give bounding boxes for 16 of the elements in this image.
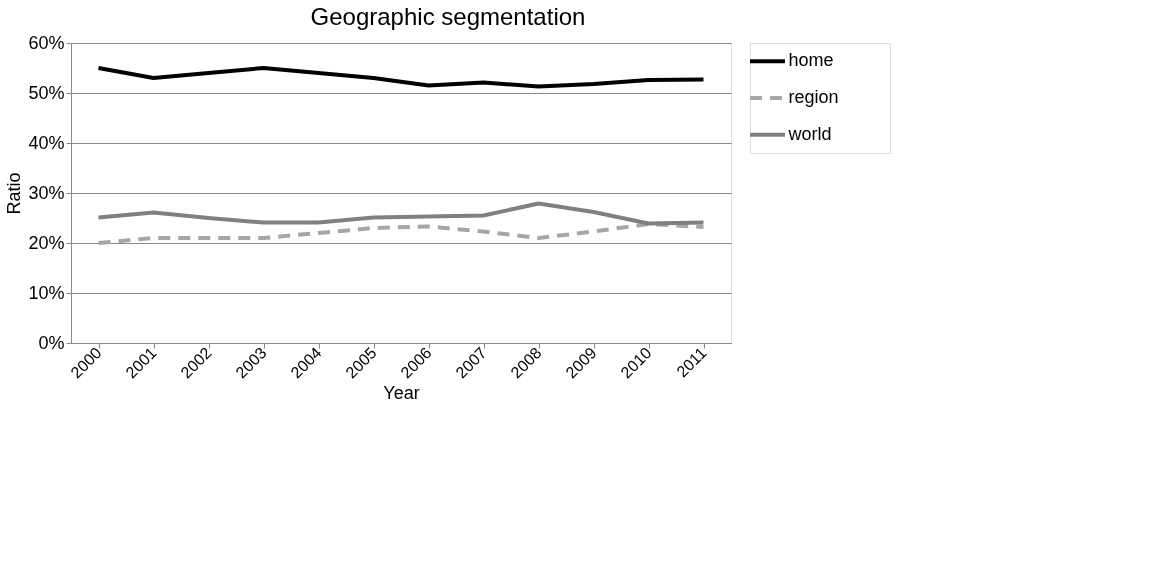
y-tick-label: 60% xyxy=(28,32,65,53)
legend-label: home xyxy=(788,50,834,71)
y-tick-label: 40% xyxy=(28,132,65,153)
y-tick-label: 50% xyxy=(28,82,65,103)
legend-label: region xyxy=(788,87,839,107)
y-tick-label: 30% xyxy=(28,182,65,203)
line-series xyxy=(96,222,706,245)
line-series xyxy=(96,66,706,89)
x-axis-title: Year xyxy=(383,383,420,404)
y-tick-label: 20% xyxy=(28,232,65,253)
chart-title: Geographic segmentation xyxy=(310,2,586,30)
y-tick-label: 0% xyxy=(38,332,65,353)
y-axis-title: Ratio xyxy=(4,172,25,215)
line-series xyxy=(96,201,706,226)
y-tick-label: 10% xyxy=(28,282,65,303)
legend-label: world xyxy=(787,123,832,144)
